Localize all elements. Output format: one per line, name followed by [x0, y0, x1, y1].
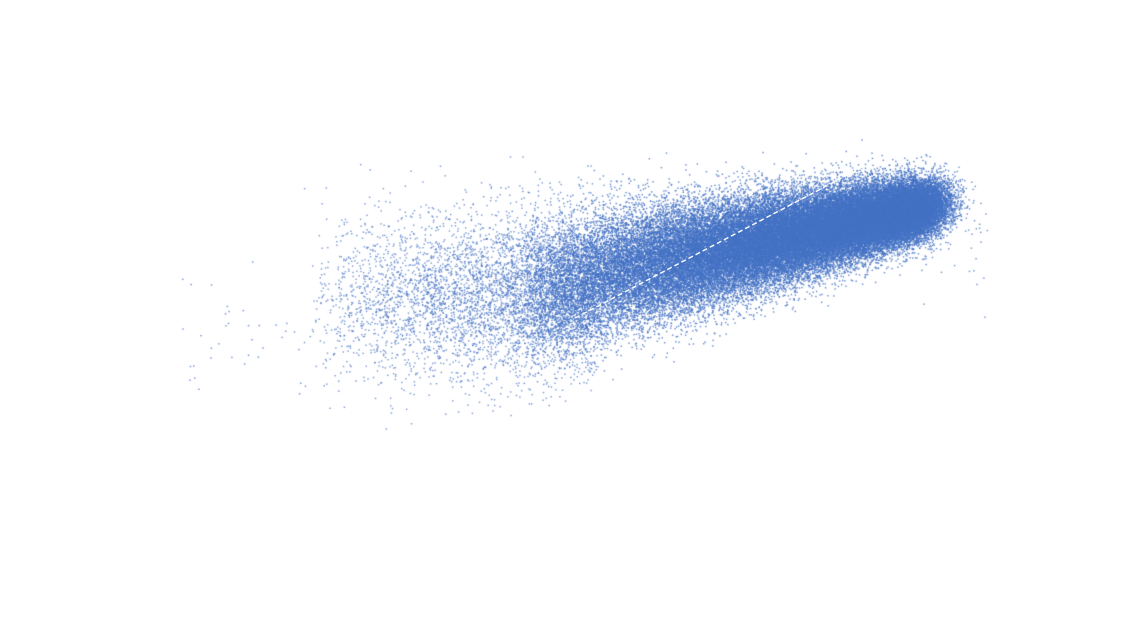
dashed-reference-line	[574, 164, 866, 319]
